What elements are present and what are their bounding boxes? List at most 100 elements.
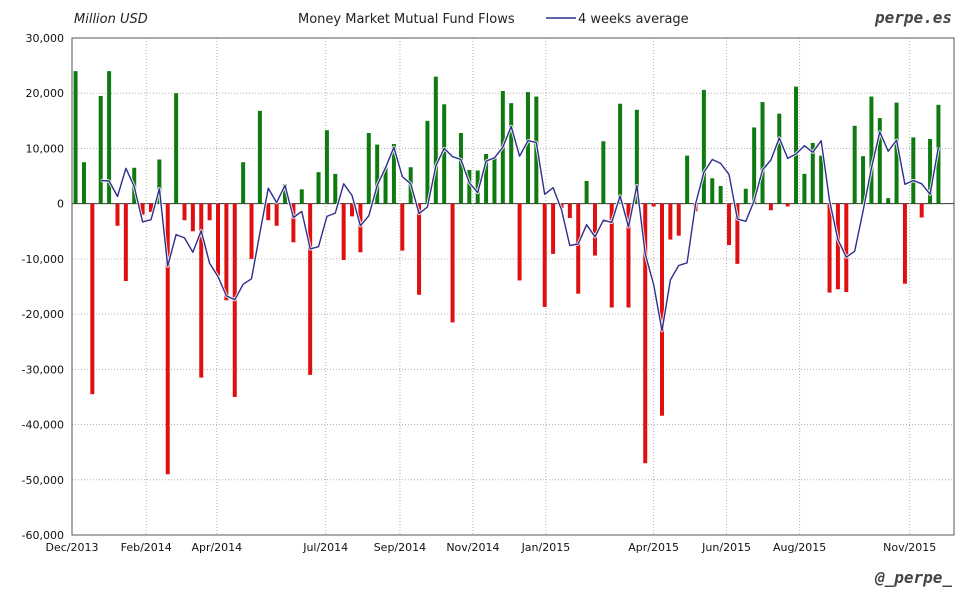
flow-bar [333, 173, 338, 204]
flow-bar [165, 203, 170, 475]
flow-bar [869, 96, 874, 204]
x-tick-label: Sep/2014 [374, 541, 426, 554]
flow-bar [601, 141, 606, 204]
flow-bar [802, 173, 807, 204]
flow-bar [107, 71, 112, 204]
flow-bar [73, 71, 78, 204]
flow-bar [90, 203, 95, 395]
flow-bar [283, 184, 288, 204]
flow-bar [525, 92, 530, 204]
flow-bar [467, 169, 472, 204]
flow-bar [743, 188, 748, 204]
average-line-group [100, 124, 940, 333]
flow-bar [852, 125, 857, 204]
flow-bar [417, 203, 422, 295]
y-tick-label: 10,000 [26, 142, 65, 155]
flow-bar [433, 76, 438, 204]
flow-bar [618, 103, 623, 204]
flow-bar [810, 142, 815, 204]
flow-bar [659, 203, 664, 416]
chart-title: Money Market Mutual Fund Flows [298, 12, 515, 27]
flow-bar [249, 203, 254, 259]
flow-bar [877, 118, 882, 204]
y-tick-label: -30,000 [22, 363, 64, 376]
flow-bar [592, 203, 597, 256]
flow-bar [911, 137, 916, 204]
flow-bar [844, 203, 849, 293]
flow-bar [308, 203, 313, 375]
y-tick-label: 0 [57, 198, 64, 211]
flow-bar [819, 155, 824, 204]
brand-logo-top: perpe.es [874, 8, 952, 27]
flow-bar [886, 198, 891, 204]
flow-bar [634, 109, 639, 204]
flow-bar [274, 203, 279, 226]
plot-frame [71, 37, 955, 536]
y-tick-label: 20,000 [26, 87, 65, 100]
flow-bar [567, 203, 572, 219]
flow-bar [115, 203, 120, 226]
flow-bar [291, 203, 296, 243]
flow-bar [224, 203, 229, 301]
flow-bar [450, 203, 455, 323]
flow-bar [350, 203, 355, 217]
flow-bar [651, 203, 656, 207]
flow-bar [81, 162, 86, 204]
flow-bar [216, 203, 221, 276]
flow-bar [266, 203, 271, 221]
flow-bar [710, 178, 715, 204]
x-tick-label: Nov/2015 [883, 541, 936, 554]
flow-bar [123, 203, 128, 281]
x-tick-label: Nov/2014 [446, 541, 499, 554]
x-tick-label: Aug/2015 [773, 541, 826, 554]
flow-bar [668, 203, 673, 240]
flow-bar [324, 130, 329, 204]
legend-label: 4 weeks average [578, 12, 689, 27]
flow-bar [190, 203, 195, 232]
y-tick-label: -20,000 [22, 308, 64, 321]
x-tick-label: Apr/2014 [191, 541, 242, 554]
flow-bar [517, 203, 522, 281]
flow-bar [148, 203, 153, 212]
flow-bar [400, 203, 405, 251]
flow-bar [366, 132, 371, 204]
y-axis: 30,000 20,000 10,000 0 -10,000 -20,000 -30,000… [22, 32, 64, 542]
flow-bar [375, 144, 380, 204]
flow-bar [576, 203, 581, 294]
flow-bar [492, 157, 497, 204]
y-tick-label: 30,000 [26, 32, 65, 45]
flow-bar [735, 203, 740, 264]
flow-bar [383, 167, 388, 204]
flow-bar [785, 203, 790, 207]
flow-bar [442, 104, 447, 204]
flow-bar [341, 203, 346, 260]
flow-bar [391, 144, 396, 204]
brand-logo-bottom: @_perpe_ [874, 568, 952, 587]
flow-bar [241, 162, 246, 204]
flow-bar [257, 110, 262, 204]
flow-bar [827, 203, 832, 293]
flow-bar [727, 203, 732, 246]
flow-bar [199, 203, 204, 378]
flow-bar [509, 103, 514, 204]
flow-bar [182, 203, 187, 221]
unit-label: Million USD [74, 12, 148, 27]
flow-bar [928, 139, 933, 204]
flow-bar [207, 203, 212, 221]
flow-bar [140, 203, 145, 215]
x-tick-label: Jul/2014 [302, 541, 348, 554]
flow-bar [425, 120, 430, 204]
flow-bar [861, 156, 866, 204]
flow-bar [299, 189, 304, 204]
flow-bar [760, 102, 765, 204]
flow-bar [174, 93, 179, 204]
flow-bar [484, 153, 489, 204]
flow-bar [902, 203, 907, 284]
x-tick-label: Jan/2015 [521, 541, 571, 554]
y-tick-label: -50,000 [22, 474, 64, 487]
flow-bar [894, 102, 899, 204]
flow-bar [777, 113, 782, 204]
x-tick-label: Jun/2015 [701, 541, 751, 554]
flow-bar [609, 203, 614, 308]
